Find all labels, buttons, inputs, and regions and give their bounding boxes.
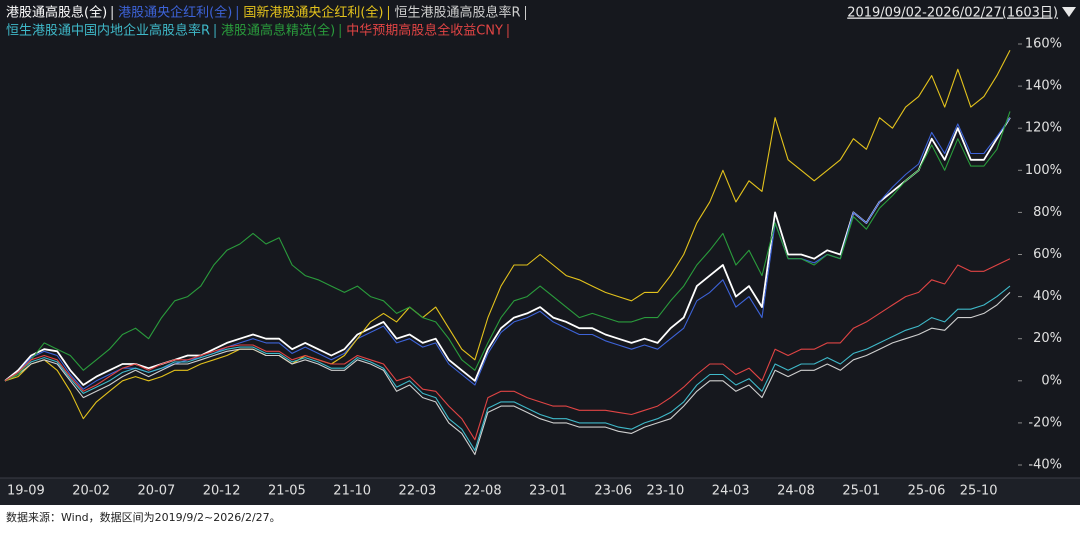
x-tick-label: 22-03: [399, 484, 437, 499]
x-tick-label: 25-01: [842, 484, 880, 499]
y-tick-label: 0%: [1041, 373, 1062, 388]
legend-label: 恒生港股通高股息率R: [394, 5, 520, 21]
y-tick-label: 40%: [1033, 289, 1062, 304]
y-tick-label: -40%: [1028, 458, 1062, 473]
y-tick-label: 20%: [1033, 331, 1062, 346]
legend-label: 港股通高息精选(全): [221, 23, 335, 39]
chart-background: [0, 0, 1080, 505]
x-tick-label: 19-09: [7, 484, 45, 499]
y-tick-label: -20%: [1028, 415, 1062, 430]
legend-label: 国新港股通央企红利(全): [243, 5, 383, 21]
x-tick-label: 21-10: [333, 484, 371, 499]
series-line: [4, 50, 1011, 420]
legend-label: 港股通高股息(全): [6, 5, 107, 21]
y-tick-label: 60%: [1033, 247, 1062, 262]
y-tick-label: 140%: [1025, 79, 1062, 94]
x-tick-label: 25-06: [908, 484, 946, 499]
series-line: [4, 111, 1011, 382]
x-tick-label: 24-03: [712, 484, 750, 499]
x-tick-label: 23-10: [647, 484, 685, 499]
series-line: [4, 292, 1011, 456]
x-tick-label: 20-02: [72, 484, 110, 499]
legend-label: 中华预期高股息全收益CNY: [346, 23, 503, 39]
dropdown-arrow[interactable]: [1062, 7, 1076, 17]
x-tick-label: 23-01: [529, 484, 567, 499]
series-line: [4, 285, 1011, 451]
y-tick-label: 120%: [1025, 121, 1062, 136]
legend-label: 恒生港股通中国内地企业高股息率R: [6, 23, 210, 39]
legend-label: 港股通央企红利(全): [118, 5, 232, 21]
x-tick-label: 21-05: [268, 484, 306, 499]
date-range[interactable]: 2019/09/02-2026/02/27(1603日): [847, 6, 1058, 21]
series-line: [4, 258, 1011, 441]
source-note: 数据来源：Wind，数据区间为2019/9/2~2026/2/27。: [6, 510, 281, 524]
x-tick-label: 25-10: [960, 484, 998, 499]
x-tick-label: 20-07: [138, 484, 176, 499]
x-tick-label: 24-08: [777, 484, 815, 499]
x-axis-band: [0, 478, 1080, 505]
x-tick-label: 23-06: [594, 484, 632, 499]
y-tick-label: 100%: [1025, 163, 1062, 178]
x-tick-label: 22-08: [464, 484, 502, 499]
y-tick-label: 80%: [1033, 205, 1062, 220]
x-tick-label: 20-12: [203, 484, 241, 499]
y-tick-label: 160%: [1025, 37, 1062, 52]
